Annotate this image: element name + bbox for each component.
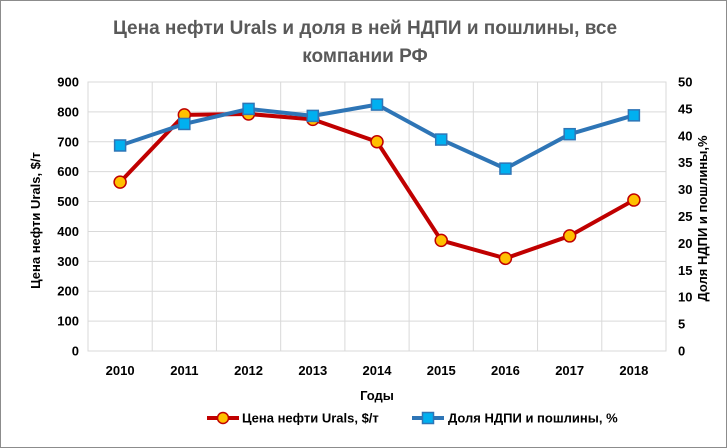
y-left-tick-label: 300 [57,254,79,269]
series-2-point [434,133,448,146]
y-right-tick-label: 15 [678,263,692,278]
series-2-point [563,127,576,141]
legend-marker-2 [421,411,435,425]
y-left-tick-label: 0 [72,344,79,359]
y-right-tick-label: 50 [678,75,692,90]
legend-marker-1 [216,411,230,425]
y-right-tick-label: 35 [678,155,692,170]
x-tick-label: 2014 [363,363,393,378]
y-right-tick-label: 40 [678,128,692,143]
chart-title-line1: Цена нефти Urals и доля в ней НДПИ и пош… [112,18,618,39]
y-right-tick-label: 20 [678,236,692,251]
x-tick-label: 2017 [555,363,584,378]
series-1-point [562,229,577,243]
legend-label-1: Цена нефти Urals, $/т [242,411,379,426]
y-left-axis-label: Цена нефти Urals, $/т [28,152,43,289]
series-2-point [370,98,384,111]
y-right-tick-label: 30 [678,182,692,197]
x-tick-label: 2011 [170,363,198,378]
series-1-point [113,175,127,189]
x-tick-label: 2010 [106,363,135,378]
y-right-tick-label: 10 [678,290,692,305]
legend-label-2: Доля НДПИ и пошлины, % [448,411,618,426]
y-left-tick-label: 500 [57,194,79,209]
y-left-tick-label: 900 [57,75,79,90]
series-1-point [370,135,384,149]
x-tick-label: 2015 [427,363,456,378]
x-axis-label: Годы [360,388,394,403]
y-right-tick-label: 0 [678,344,685,359]
x-tick-label: 2016 [491,363,520,378]
y-left-tick-label: 700 [57,134,79,149]
y-right-tick-label: 25 [678,209,692,224]
y-left-tick-label: 800 [57,104,79,119]
x-tick-label: 2018 [619,363,648,378]
series-1-point [498,251,513,266]
chart-title-line2: компании РФ [302,46,428,67]
y-right-tick-label: 5 [678,317,685,332]
series-2-point [499,162,512,175]
x-tick-label: 2012 [234,363,263,378]
series-1-point [434,233,448,248]
series-2-point [113,139,127,152]
series-2-point [242,102,255,116]
x-tick-label: 2013 [298,363,327,378]
y-left-tick-label: 400 [57,224,79,239]
y-left-tick-label: 200 [57,284,79,299]
series-2-point [178,117,191,131]
y-left-tick-label: 100 [57,314,79,329]
y-right-tick-label: 45 [678,101,692,116]
series-1-point [627,193,641,207]
series-2-point [306,109,320,123]
y-left-tick-label: 600 [57,164,79,179]
y-right-axis-label: Доля НДПИ и пошлины,% [695,135,710,301]
series-2-point [627,109,641,122]
